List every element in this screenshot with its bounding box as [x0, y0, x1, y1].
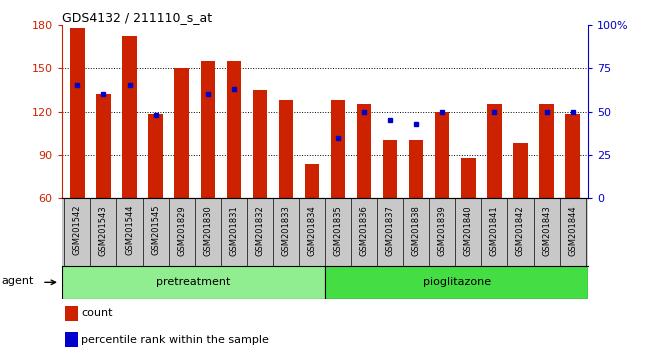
- Text: GSM201545: GSM201545: [151, 205, 160, 256]
- Text: pioglitazone: pioglitazone: [422, 277, 491, 287]
- Text: GSM201544: GSM201544: [125, 205, 134, 256]
- Bar: [540, 104, 554, 198]
- Bar: [435, 112, 449, 198]
- Bar: [148, 114, 162, 198]
- Text: GSM201842: GSM201842: [516, 205, 525, 256]
- Text: GSM201830: GSM201830: [203, 205, 212, 256]
- Bar: [462, 158, 476, 198]
- Bar: [325, 266, 588, 299]
- Text: GSM201835: GSM201835: [333, 205, 343, 256]
- Bar: [566, 114, 580, 198]
- Text: GSM201837: GSM201837: [385, 205, 395, 256]
- Bar: [488, 104, 502, 198]
- Bar: [62, 266, 325, 299]
- Text: GSM201832: GSM201832: [255, 205, 265, 256]
- Bar: [305, 164, 319, 198]
- Text: GSM201829: GSM201829: [177, 205, 186, 256]
- Text: GSM201839: GSM201839: [438, 205, 447, 256]
- Text: GSM201543: GSM201543: [99, 205, 108, 256]
- Bar: [514, 143, 528, 198]
- Text: GSM201834: GSM201834: [307, 205, 317, 256]
- Bar: [65, 332, 78, 347]
- Bar: [174, 68, 188, 198]
- Bar: [96, 94, 110, 198]
- Text: GDS4132 / 211110_s_at: GDS4132 / 211110_s_at: [62, 11, 212, 24]
- Bar: [253, 90, 267, 198]
- Text: GSM201840: GSM201840: [464, 205, 473, 256]
- Bar: [201, 61, 215, 198]
- Text: percentile rank within the sample: percentile rank within the sample: [81, 335, 269, 345]
- Text: GSM201844: GSM201844: [568, 205, 577, 256]
- Bar: [122, 36, 136, 198]
- Text: GSM201838: GSM201838: [411, 205, 421, 256]
- Bar: [279, 100, 293, 198]
- Bar: [409, 141, 423, 198]
- Text: GSM201843: GSM201843: [542, 205, 551, 256]
- Text: GSM201841: GSM201841: [490, 205, 499, 256]
- Text: GSM201831: GSM201831: [229, 205, 239, 256]
- Bar: [383, 141, 397, 198]
- Text: count: count: [81, 308, 113, 318]
- Text: pretreatment: pretreatment: [156, 277, 231, 287]
- Text: agent: agent: [2, 276, 34, 286]
- Bar: [357, 104, 371, 198]
- Bar: [70, 28, 84, 198]
- Bar: [65, 306, 78, 321]
- Text: GSM201542: GSM201542: [73, 205, 82, 256]
- Bar: [331, 100, 345, 198]
- Bar: [227, 61, 241, 198]
- Text: GSM201836: GSM201836: [359, 205, 369, 256]
- Text: GSM201833: GSM201833: [281, 205, 291, 256]
